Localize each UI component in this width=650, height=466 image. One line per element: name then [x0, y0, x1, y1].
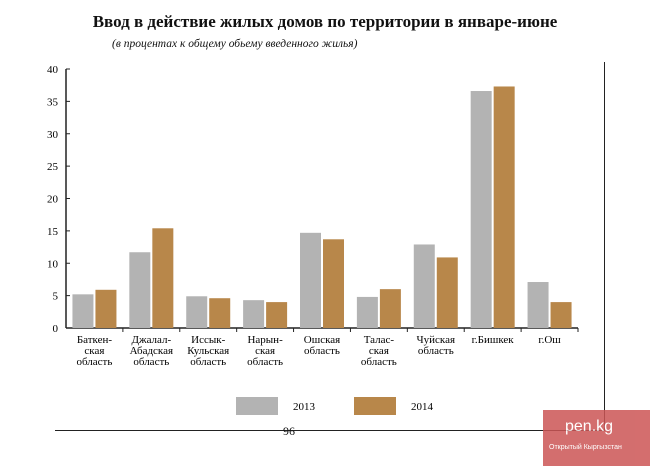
x-tick-label: область: [418, 345, 454, 357]
bar-2014: [152, 228, 174, 328]
bar-2013: [72, 294, 94, 328]
x-tick-label: Нарын-: [247, 334, 283, 346]
watermark-text: Открытый Кыргызстан: [549, 444, 622, 451]
x-tick-label: Абадская: [130, 345, 173, 357]
x-tick-label: область: [247, 356, 283, 368]
x-tick-label: г.Бишкек: [472, 334, 515, 346]
x-tick-label: ская: [84, 345, 104, 357]
y-tick-label: 15: [47, 226, 59, 238]
legend-swatch-2014: [354, 397, 396, 415]
x-tick-label: Иссык-: [191, 334, 225, 346]
x-tick-label: Талас-: [364, 334, 395, 346]
bar-2014: [209, 298, 231, 328]
x-tick-label: Чуйская: [417, 334, 456, 346]
chart-title: Ввод в действие жилых домов по территори…: [92, 12, 558, 31]
y-tick-label: 35: [47, 96, 59, 108]
bar-2013: [300, 232, 321, 328]
legend-swatch-2013: [236, 397, 278, 415]
x-tick-label: ская: [255, 345, 275, 357]
chart-frame: [55, 62, 605, 431]
legend-label: 2014: [411, 401, 434, 413]
bar-2014: [266, 302, 288, 328]
page-number: 96: [283, 424, 295, 438]
bar-2013: [413, 244, 435, 328]
bar-2013: [356, 296, 378, 328]
y-tick-label: 20: [47, 194, 59, 206]
x-tick-label: область: [361, 356, 397, 368]
x-tick-label: область: [190, 356, 226, 368]
x-tick-label: Джалал-: [131, 334, 171, 346]
y-tick-label: 0: [53, 323, 59, 335]
bar-2013: [243, 300, 265, 328]
bar-2013: [470, 91, 492, 328]
y-tick-label: 40: [47, 64, 59, 76]
bar-2014: [323, 239, 344, 328]
y-tick-label: 30: [47, 129, 59, 141]
bar-2013: [129, 252, 151, 328]
chart-subtitle: (в процентах к общему обьему введенного …: [112, 38, 358, 50]
watermark-logo: pen.kg: [565, 418, 614, 435]
bar-2014: [95, 289, 117, 328]
x-tick-label: область: [76, 356, 112, 368]
bar-2014: [493, 86, 515, 328]
y-tick-label: 10: [47, 258, 59, 270]
legend-label: 2013: [293, 401, 316, 413]
x-tick-label: Баткен-: [77, 334, 113, 346]
x-tick-label: Кульская: [187, 345, 229, 357]
bar-2014: [436, 257, 458, 328]
y-tick-label: 5: [53, 291, 59, 303]
x-tick-label: Ошская: [304, 334, 340, 346]
watermark: pen.kg Открытый Кыргызстан: [543, 410, 650, 466]
x-tick-label: область: [133, 356, 169, 368]
x-tick-label: г.Ош: [538, 334, 561, 346]
bar-2014: [550, 302, 572, 328]
x-tick-label: ская: [369, 345, 389, 357]
bar-2014: [379, 289, 401, 328]
bar-2013: [186, 296, 208, 328]
bar-2013: [527, 282, 549, 328]
x-tick-label: область: [304, 345, 340, 357]
y-tick-label: 25: [47, 161, 59, 173]
